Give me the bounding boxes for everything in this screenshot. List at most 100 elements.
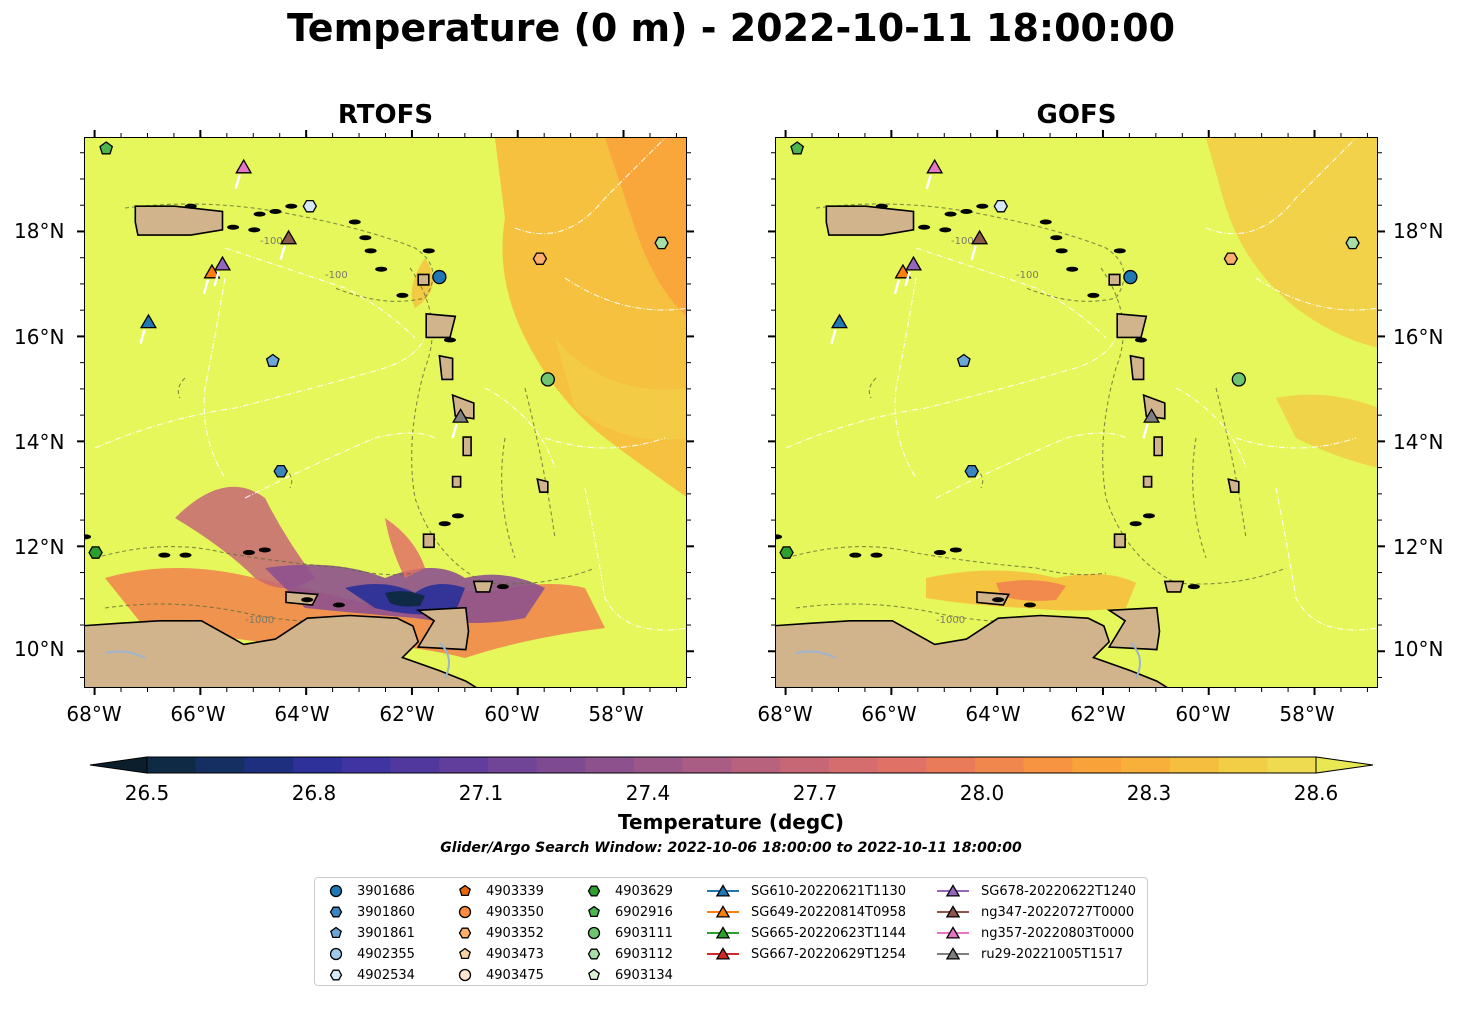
- legend-swatch: [587, 926, 601, 940]
- x-tick-label: 64°W: [965, 702, 1021, 726]
- colorbar-segment: [1121, 757, 1171, 773]
- legend-item: SG649-20220814T0958: [705, 902, 906, 922]
- legend-swatch: [329, 906, 343, 918]
- y-tick-label: 18°N: [1393, 219, 1444, 243]
- warm-band: [1276, 394, 1377, 468]
- legend-item: 3901686: [325, 881, 415, 901]
- legend-label: 4902534: [357, 967, 415, 983]
- legend-marker: [715, 905, 731, 918]
- glider-track: [213, 271, 220, 287]
- legend-swatch: [587, 885, 601, 897]
- small-island: [364, 248, 377, 254]
- colorbar-segment: [731, 757, 781, 773]
- glider-track: [893, 279, 901, 295]
- legend-swatch: [330, 926, 342, 939]
- x-tick-label: 62°W: [1070, 702, 1126, 726]
- marker-SG649-20220814T0958: [894, 263, 912, 279]
- legend-marker: [329, 884, 343, 898]
- legend: 3901686 3901860 3901861 4902355 4902534 49033…: [314, 877, 1148, 986]
- marker-3901686: [432, 269, 447, 285]
- eez-boundary: [484, 387, 556, 469]
- isobath: [501, 387, 556, 559]
- colorbar-segment: [439, 757, 489, 773]
- marker-6903112: [654, 236, 669, 250]
- eez-boundary: [584, 487, 686, 631]
- x-tick-label: 58°W: [588, 702, 644, 726]
- cool-filament: [175, 486, 315, 588]
- land-antigua: [1108, 273, 1121, 286]
- legend-marker: [715, 884, 731, 897]
- legend-label: ng347-20220727T0000: [981, 904, 1135, 920]
- legend-marker: [330, 926, 342, 939]
- isobath-label: -1000: [260, 236, 289, 247]
- small-island: [1187, 584, 1200, 590]
- small-island: [918, 224, 931, 230]
- small-island: [85, 534, 91, 540]
- small-island: [976, 203, 989, 209]
- legend-marker: [715, 926, 731, 939]
- map-panel-gofs: -1000 -100 -1000: [775, 137, 1378, 688]
- legend-marker: [458, 905, 472, 919]
- small-island: [1055, 248, 1068, 254]
- y-tick-label: 14°N: [1393, 430, 1444, 454]
- marker-3901686: [1123, 269, 1138, 285]
- glider-track: [1142, 423, 1149, 439]
- legend-item: SG678-20220622T1240: [935, 881, 1136, 901]
- small-island: [776, 534, 782, 540]
- legend-swatch: [937, 884, 969, 897]
- land-tobago: [1163, 580, 1185, 593]
- land-stLucia: [1153, 436, 1163, 457]
- land-trinidad: [1106, 606, 1161, 651]
- map-canvas-gofs: -1000 -100 -1000: [776, 138, 1377, 687]
- small-island: [939, 227, 952, 233]
- marker-3901860: [964, 464, 979, 478]
- colorbar-segment: [585, 757, 635, 773]
- legend-marker: [458, 927, 472, 939]
- marker-ng347-20220727T0000: [971, 229, 989, 245]
- small-island: [248, 227, 261, 233]
- glider-track: [202, 279, 210, 295]
- legend-swatch: [588, 968, 600, 981]
- marker-4903352: [1223, 252, 1239, 265]
- marker-6902916: [790, 141, 805, 155]
- y-tick-label: 16°N: [1393, 325, 1444, 349]
- legend-swatch: [459, 884, 471, 897]
- legend-swatch: [707, 947, 739, 960]
- legend-marker: [588, 968, 600, 981]
- legend-label: 4903352: [486, 925, 544, 941]
- axis-ticks: [77, 130, 1385, 695]
- figure-title: Temperature (0 m) - 2022-10-11 18:00:00: [286, 6, 1176, 50]
- panel-title-gofs: GOFS: [1036, 100, 1117, 130]
- land-guadeloupe: [1116, 312, 1148, 339]
- x-tick-label: 68°W: [66, 702, 122, 726]
- legend-item: 6902916: [583, 902, 673, 922]
- eez-boundary: [1275, 487, 1377, 631]
- legend-marker: [587, 885, 601, 897]
- eez-boundary: [244, 432, 436, 499]
- colorbar-segment: [536, 757, 586, 773]
- legend-marker: [459, 884, 471, 897]
- colorbar-tick-label: 26.5: [124, 781, 170, 805]
- small-island: [949, 547, 962, 553]
- colorbar-segment: [634, 757, 684, 773]
- legend-swatch: [937, 905, 969, 918]
- glider-track: [925, 174, 932, 190]
- legend-item: 4903339: [454, 881, 544, 901]
- legend-marker: [945, 905, 961, 918]
- legend-swatch: [707, 926, 739, 939]
- eez-boundary: [935, 432, 1127, 499]
- legend-marker: [715, 947, 731, 960]
- colorbar-tick-label: 28.0: [959, 781, 1005, 805]
- colorbar-tick-label: 27.1: [458, 781, 504, 805]
- glider-track: [139, 329, 146, 345]
- small-island: [269, 208, 282, 214]
- eez-boundary: [564, 277, 686, 311]
- land-stVincent: [1142, 475, 1153, 488]
- legend-swatch: [588, 905, 600, 918]
- marker-4903352: [532, 252, 548, 265]
- isobath-label: -1000: [936, 615, 965, 626]
- marker-3901861: [265, 353, 280, 367]
- small-island: [1087, 292, 1100, 298]
- river: [104, 642, 450, 679]
- marker-ng357-20220803T0000: [926, 158, 944, 174]
